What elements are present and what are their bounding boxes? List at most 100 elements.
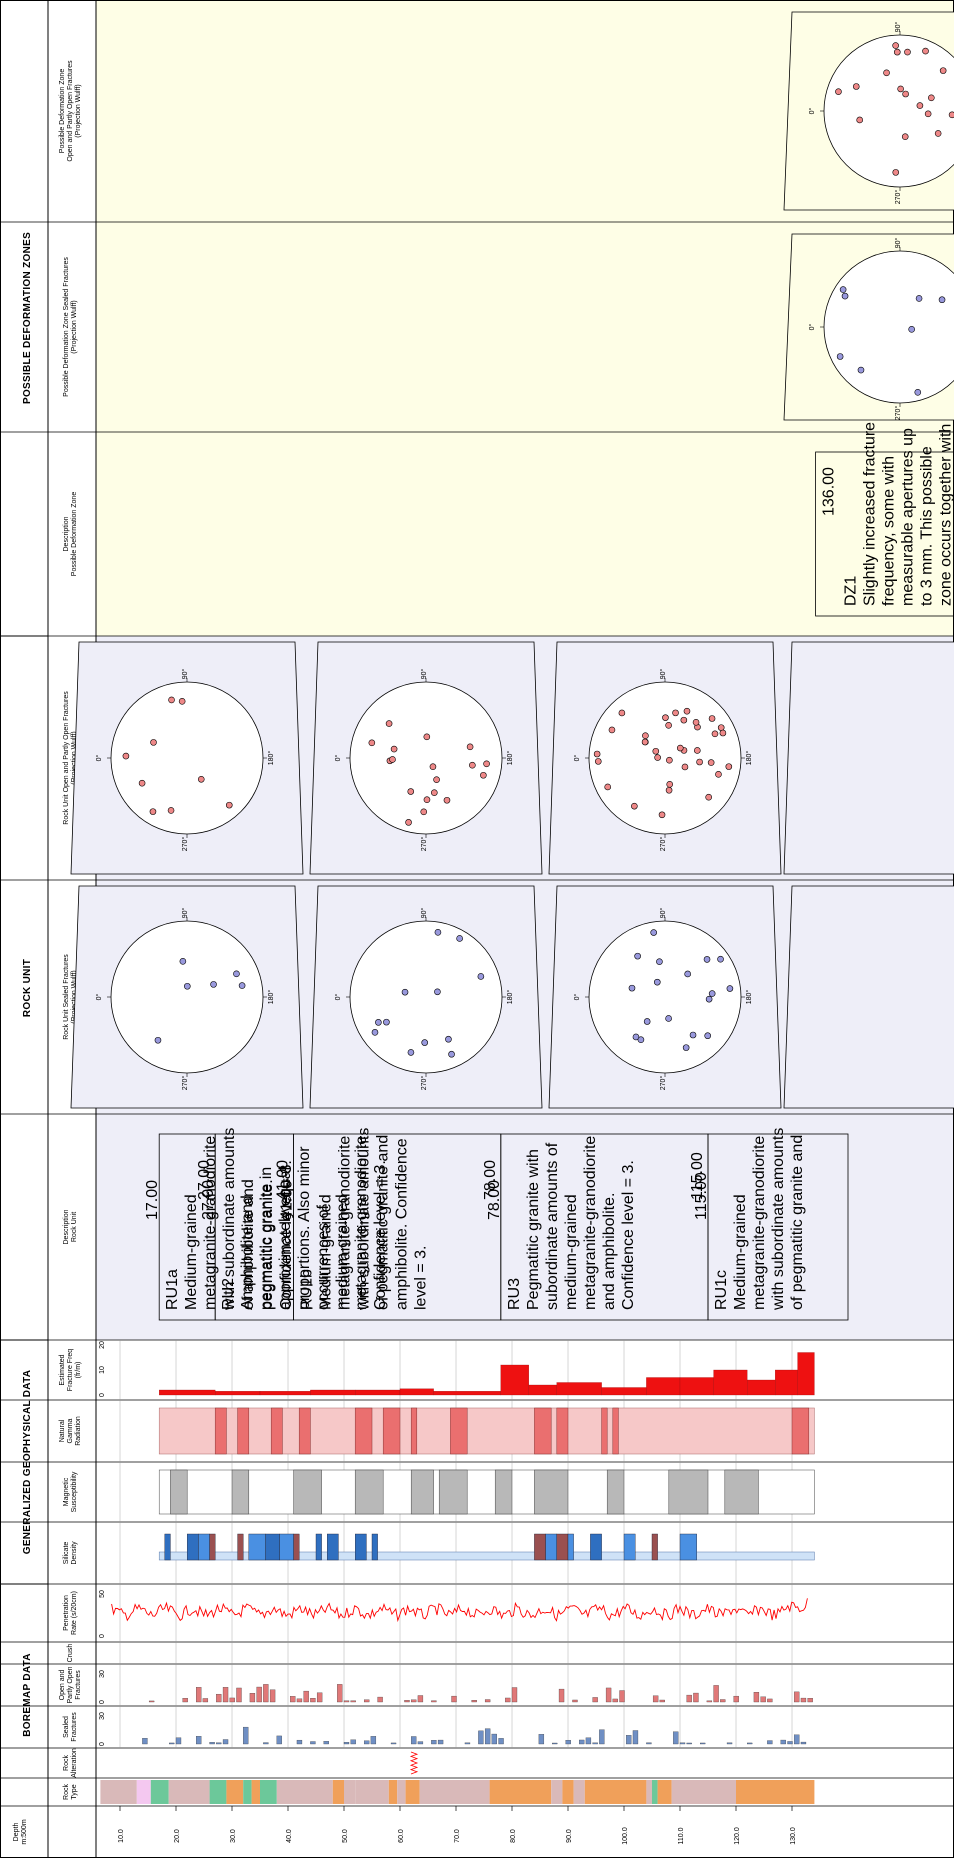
dz-sealed-net-pole [914, 388, 922, 396]
fracture-freq-bar [747, 1379, 776, 1396]
ru-open-net-circle [110, 681, 264, 835]
fracture-freq-bar [310, 1389, 356, 1396]
depth-tick-label: 20.0 [174, 1829, 181, 1843]
scale-max: 30 [99, 1670, 106, 1678]
open-fracture-bar [760, 1696, 766, 1703]
pen-scale-max: 50 [99, 1590, 106, 1598]
stereonet-label: 270° [894, 406, 902, 421]
fracture-freq-bar [215, 1391, 261, 1396]
freq-scale-freq_max: 20 [99, 1341, 106, 1349]
ru-sealed-net-pole [375, 1019, 382, 1026]
pen-scale-min: 0 [99, 1634, 106, 1638]
ru-open-net-pole [405, 819, 412, 826]
open-fracture-bar [720, 1699, 726, 1703]
ru-open-net-pole [429, 763, 437, 770]
dz-desc-DZ1: DZ1 Slightly increased fracture frequency,… [843, 422, 954, 606]
sealed-fracture-bar [552, 1742, 558, 1745]
sealed-fracture-bar [222, 1739, 229, 1745]
stereonet-label: 90° [181, 669, 189, 680]
rock-type-granite [100, 1780, 137, 1804]
open-fracture-bar [558, 1688, 565, 1703]
ru-sealed-net-pole [632, 1033, 640, 1041]
silicate-block [567, 1533, 574, 1561]
ru-sealed-net-pole [210, 981, 217, 988]
sealed-fracture-bar [243, 1726, 249, 1745]
scale-min: 0 [99, 1742, 106, 1746]
ru-sealed-net-pole [401, 988, 409, 996]
ru-open-net-pole [683, 707, 691, 715]
desc-line: metagranite-granodiorite [337, 1136, 354, 1310]
desc-line: occurrences of [315, 1205, 332, 1310]
open-fracture-bar [290, 1696, 296, 1703]
open-fracture-bar [303, 1690, 309, 1703]
ru-open-net-pole [469, 761, 476, 769]
depth-tick-label: 100.0 [622, 1827, 629, 1845]
open-fracture-bar [364, 1699, 370, 1703]
open-fracture-bar [686, 1694, 692, 1703]
ru-open-net-pole [385, 720, 393, 727]
ru-open-net-pole [662, 714, 669, 721]
rock-type-amphibolite [243, 1780, 252, 1804]
open-fracture-bar [222, 1687, 229, 1703]
dz-open-net-pole [835, 88, 842, 95]
silicate-block [679, 1533, 697, 1561]
column-header-line: Crush [67, 1644, 74, 1663]
ru-sealed-net-circle [588, 920, 742, 1074]
ru-open-net-pole [666, 781, 674, 788]
rock-type-pegmatite [489, 1780, 552, 1804]
desc-line: frequency, some with [881, 456, 898, 606]
rock-type-pink [136, 1780, 151, 1804]
sealed-fracture-bar [646, 1742, 652, 1745]
column-header-line: Sealed [63, 1716, 70, 1738]
open-fracture-bar [316, 1692, 323, 1703]
ru-open-net-pole [604, 783, 612, 791]
column-header-line: Silicate [63, 1542, 70, 1565]
rock-unit-top-RU3: 78.00 [486, 1180, 503, 1220]
sealed-fracture-bar [484, 1728, 491, 1745]
depth-tick-label: 80.0 [510, 1829, 517, 1843]
rock-type-amphibolite [260, 1780, 277, 1804]
column-header-line: Description [63, 516, 70, 551]
rock-type-granite [355, 1780, 389, 1804]
ru-sealed-net-pole [434, 929, 442, 936]
desc-line: measurable apertures up [900, 428, 917, 606]
dz-sealed-net-pole [938, 296, 946, 304]
column-header-open-fractures: Open andPartly OpenFractures [59, 1666, 82, 1703]
rock-type-pegmatite [251, 1780, 260, 1804]
open-fracture-bar [693, 1692, 699, 1703]
rock-type-granite [671, 1780, 736, 1804]
sealed-fracture-bar [437, 1739, 444, 1745]
column-header-magnetic-susceptibility: MagneticSusceptibility [63, 1471, 78, 1512]
fracture-freq-bar [775, 1369, 798, 1396]
column-header-penetration-rate: PenetrationRate (s/20cm) [63, 1591, 78, 1635]
ru-sealed-net-pole [717, 955, 724, 963]
sealed-fracture-bar [310, 1741, 316, 1745]
open-fracture-bar [404, 1700, 410, 1703]
silicate-block [293, 1533, 300, 1561]
column-header-line: Partly Open [67, 1666, 74, 1703]
open-fracture-bar [249, 1693, 256, 1703]
dz-sealed-net-pole [915, 295, 923, 302]
gamma-block [601, 1407, 608, 1455]
gamma-block [556, 1407, 569, 1455]
column-header-line: Radiation [75, 1416, 82, 1446]
stereonet-label: 90° [420, 669, 428, 680]
sealed-fracture-bar [216, 1742, 222, 1745]
ru-sealed-net-pole [708, 990, 716, 997]
sealed-fracture-bar [599, 1729, 605, 1745]
ru-open-net-pole [680, 716, 688, 724]
dz-open-net-pole [856, 116, 863, 124]
gamma-block [354, 1407, 373, 1455]
column-header-line: Magnetic [63, 1477, 70, 1506]
open-fracture-bar [148, 1700, 155, 1703]
desc-line: Medium-grained [318, 1194, 335, 1310]
silicate-block [545, 1533, 557, 1561]
stereonet-label: 0° [334, 993, 342, 1000]
data-tracks: 0 30 0 30 0 50 0 10 20 [99, 1341, 815, 1804]
sealed-fracture-bar [800, 1741, 807, 1745]
ru-sealed-net-pole [634, 952, 641, 960]
silicate-block [265, 1533, 280, 1561]
sealed-fracture-bar [390, 1742, 397, 1745]
sealed-fracture-bar [411, 1736, 417, 1745]
desc-line: of amphibolite and [240, 1179, 257, 1310]
